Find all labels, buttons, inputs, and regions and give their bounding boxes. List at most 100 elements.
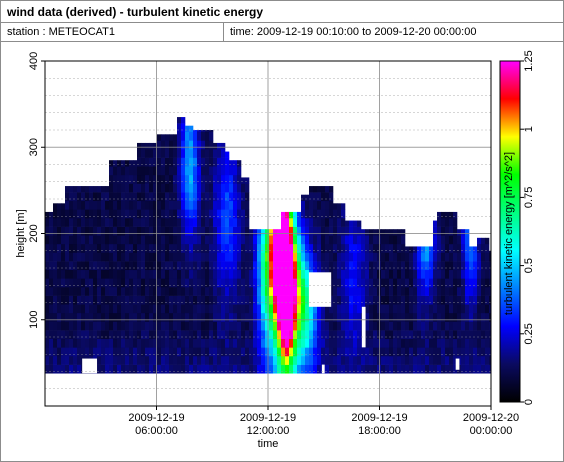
heatmap-cell: [137, 200, 142, 210]
heatmap-cell: [389, 312, 394, 322]
heatmap-cell: [121, 200, 126, 210]
heatmap-cell: [273, 312, 278, 322]
heatmap-cell: [129, 243, 134, 253]
heatmap-cell: [229, 192, 234, 202]
heatmap-cell: [329, 338, 334, 348]
heatmap-cell: [117, 183, 122, 193]
heatmap-cell: [265, 278, 270, 288]
heatmap-cell: [385, 243, 390, 253]
heatmap-cell: [385, 364, 390, 374]
heatmap-cell: [177, 117, 182, 124]
heatmap-cell: [325, 235, 330, 245]
heatmap-cell: [193, 131, 198, 141]
heatmap-cell: [233, 166, 238, 176]
heatmap-cell: [369, 304, 374, 314]
heatmap-cell: [113, 217, 118, 227]
heatmap-cell: [125, 355, 130, 365]
heatmap-cell: [229, 235, 234, 245]
heatmap-cell: [113, 347, 118, 357]
heatmap-cell: [101, 217, 106, 227]
heatmap-cell: [305, 235, 310, 245]
heatmap-cell: [153, 295, 158, 305]
heatmap-cell: [245, 243, 250, 253]
heatmap-cell: [233, 347, 238, 357]
heatmap-cell: [249, 355, 254, 365]
heatmap-cell: [461, 243, 466, 253]
heatmap-cell: [169, 286, 174, 296]
heatmap-cell: [341, 226, 346, 236]
heatmap-cell: [117, 226, 122, 236]
heatmap-cell: [485, 364, 490, 374]
heatmap-cell: [309, 338, 314, 348]
heatmap-cell: [189, 125, 194, 133]
heatmap-cell: [461, 321, 466, 331]
heatmap-cell: [237, 321, 242, 331]
heatmap-cell: [401, 261, 406, 271]
heatmap-cell: [197, 130, 202, 133]
heatmap-cell: [437, 217, 442, 227]
heatmap-cell: [189, 286, 194, 296]
heatmap-cell: [49, 252, 54, 262]
heatmap-cell: [161, 286, 166, 296]
heatmap-cell: [69, 200, 74, 210]
heatmap-cell: [125, 209, 130, 219]
heatmap-cell: [89, 209, 94, 219]
heatmap-cell: [161, 304, 166, 314]
heatmap-cell: [53, 338, 58, 348]
heatmap-cell: [105, 261, 110, 271]
heatmap-cell: [457, 312, 462, 322]
heatmap-cell: [481, 312, 486, 322]
heatmap-cell: [73, 312, 78, 322]
heatmap-cell: [205, 347, 210, 357]
heatmap-cell: [121, 235, 126, 245]
heatmap-cell: [133, 269, 138, 279]
heatmap-cell: [201, 278, 206, 288]
heatmap-cell: [385, 355, 390, 365]
heatmap-cell: [317, 261, 322, 271]
heatmap-cell: [213, 278, 218, 288]
heatmap-cell: [65, 209, 70, 219]
heatmap-cell: [97, 235, 102, 245]
heatmap-cell: [149, 183, 154, 193]
x-tick-label-date: 2009-12-19: [240, 412, 296, 424]
heatmap-cell: [429, 321, 434, 331]
heatmap-cell: [273, 278, 278, 288]
heatmap-cell: [93, 200, 98, 210]
heatmap-cell: [65, 200, 70, 210]
heatmap-cell: [113, 312, 118, 322]
heatmap-cell: [333, 364, 338, 374]
heatmap-cell: [101, 226, 106, 236]
heatmap-cell: [125, 295, 130, 305]
heatmap-cell: [345, 278, 350, 288]
heatmap-cell: [409, 364, 414, 374]
heatmap-cell: [89, 338, 94, 348]
heatmap-cell: [405, 312, 410, 322]
heatmap-cell: [393, 355, 398, 365]
heatmap-cell: [297, 364, 302, 374]
heatmap-cell: [453, 235, 458, 245]
heatmap-cell: [73, 364, 78, 374]
heatmap-cell: [457, 295, 462, 305]
heatmap-cell: [77, 209, 82, 219]
heatmap-cell: [193, 192, 198, 202]
heatmap-cell: [313, 338, 318, 348]
heatmap-cell: [365, 355, 370, 365]
heatmap-cell: [77, 226, 82, 236]
heatmap-cell: [429, 304, 434, 314]
heatmap-cell: [125, 235, 130, 245]
heatmap-cell: [317, 226, 322, 236]
heatmap-cell: [81, 252, 86, 262]
heatmap-cell: [333, 226, 338, 236]
heatmap-cell: [257, 286, 262, 296]
heatmap-cell: [233, 355, 238, 365]
heatmap-cell: [357, 295, 362, 305]
heatmap-cell: [153, 157, 158, 167]
heatmap-cell: [285, 286, 290, 296]
heatmap-cell: [365, 243, 370, 253]
heatmap-cell: [121, 269, 126, 279]
heatmap-cell: [489, 295, 492, 305]
heatmap-cell: [281, 252, 286, 262]
heatmap-cell: [77, 312, 82, 322]
heatmap-cell: [421, 278, 426, 288]
heatmap-cell: [365, 286, 370, 296]
